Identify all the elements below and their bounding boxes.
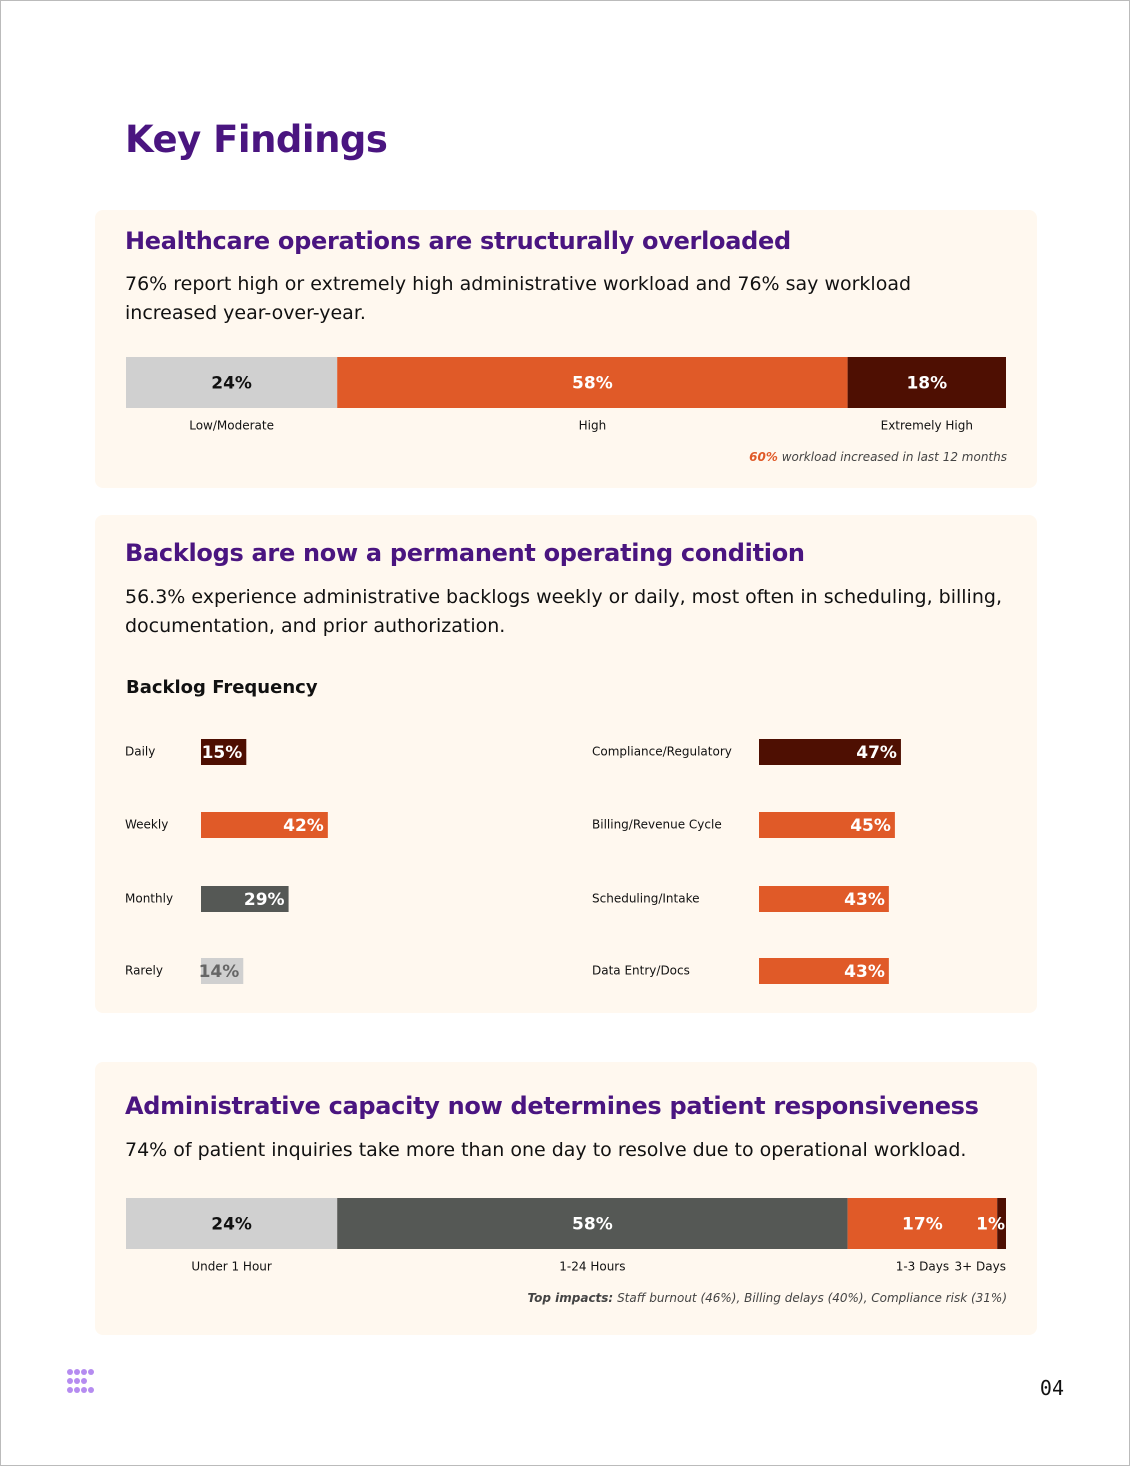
category-label: Data Entry/Docs xyxy=(592,964,690,978)
value-label: 24% xyxy=(211,1215,252,1235)
category-label: Rarely xyxy=(125,964,163,978)
value-label: 43% xyxy=(844,890,885,910)
bar-segment xyxy=(847,357,1006,408)
note-highlight: 60% xyxy=(749,450,778,464)
logo xyxy=(67,1369,94,1393)
section-heading: Administrative capacity now determines p… xyxy=(125,1092,979,1120)
page-title: Key Findings xyxy=(125,118,388,161)
note: 60% workload increased in last 12 months xyxy=(749,450,1007,464)
note-text: workload increased in last 12 months xyxy=(781,450,1007,464)
value-label: 1% xyxy=(976,1215,1005,1235)
bar-chart: Daily 15% Weekly 42% Monthly 29% Rarely 14% Comp… xyxy=(125,739,901,984)
value-label: 18% xyxy=(906,374,947,394)
value-label: 45% xyxy=(850,816,891,836)
category-label: Compliance/Regulatory xyxy=(592,745,732,759)
category-label: 1-3 Days xyxy=(896,1260,949,1274)
category-label: Weekly xyxy=(125,818,168,832)
bar xyxy=(759,886,889,912)
category-label: Billing/Revenue Cycle xyxy=(592,818,722,832)
value-label: 17% xyxy=(902,1215,943,1235)
value-label: 24% xyxy=(211,374,252,394)
value-label: 58% xyxy=(572,1215,613,1235)
page-number: 04 xyxy=(1039,1376,1064,1400)
section-heading: Backlogs are now a permanent operating c… xyxy=(125,539,805,567)
bar-segment xyxy=(337,357,848,408)
bar xyxy=(759,812,895,838)
card xyxy=(95,210,1037,488)
category-label: Monthly xyxy=(125,892,173,906)
bar xyxy=(201,812,328,838)
bar-segment xyxy=(337,1198,848,1249)
bar-segment xyxy=(847,1198,998,1249)
section-heading: Healthcare operations are structurally o… xyxy=(125,227,791,255)
value-label: 42% xyxy=(283,816,324,836)
bar xyxy=(759,958,889,984)
category-label: Low/Moderate xyxy=(189,419,274,433)
note-text: Staff burnout (46%), Billing delays (40%… xyxy=(617,1291,1007,1305)
category-label: Extremely High xyxy=(881,419,973,433)
bar xyxy=(201,739,247,765)
category-label: High xyxy=(579,419,607,433)
note: Top impacts: Staff burnout (46%), Billin… xyxy=(527,1291,1007,1305)
category-label: 3+ Days xyxy=(955,1260,1006,1274)
bar xyxy=(759,739,901,765)
bar-segment xyxy=(997,1198,1006,1249)
section-body: 56.3% experience administrative backlogs… xyxy=(125,586,1002,637)
value-label: 14% xyxy=(199,962,240,982)
chart-title: Backlog Frequency xyxy=(126,677,318,698)
bar xyxy=(201,958,244,984)
category-label: 1-24 Hours xyxy=(559,1260,625,1274)
section-body: 74% of patient inquiries take more than … xyxy=(125,1139,967,1161)
bar-segment xyxy=(126,1198,338,1249)
note-highlight: Top impacts: xyxy=(527,1291,614,1305)
section-body: 76% report high or extremely high admini… xyxy=(125,273,912,324)
stacked-bar-chart: 24% Low/Moderate 58% High 18% Extremely High xyxy=(126,357,1006,433)
bar-segment xyxy=(126,357,338,408)
value-label: 58% xyxy=(572,374,613,394)
category-label: Daily xyxy=(125,745,155,759)
value-label: 43% xyxy=(844,962,885,982)
value-label: 15% xyxy=(202,743,243,763)
category-label: Scheduling/Intake xyxy=(592,892,699,906)
bar xyxy=(201,886,289,912)
stacked-bar-chart: 24% Under 1 Hour 58% 1-24 Hours 17% 1-3 Days 1… xyxy=(126,1198,1006,1274)
category-label: Under 1 Hour xyxy=(191,1260,272,1274)
value-label: 29% xyxy=(244,890,285,910)
value-label: 47% xyxy=(856,743,897,763)
